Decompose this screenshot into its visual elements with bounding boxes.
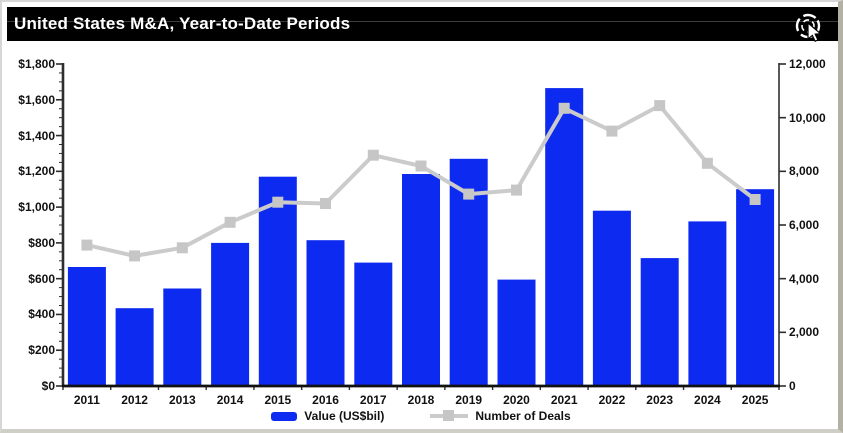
x-axis-year-label: 2012 — [121, 393, 148, 407]
x-axis-year-label: 2019 — [455, 393, 483, 407]
deals-legend-marker — [443, 410, 455, 421]
deals-marker-2021[interactable] — [558, 102, 570, 114]
deals-legend-line — [430, 410, 469, 421]
legend: Value (US$bil) Number of Deals — [63, 409, 779, 423]
y-right-tick-label: 12,000 — [789, 57, 826, 71]
y-left-tick-label: $0 — [41, 379, 55, 393]
value-legend-label: Value (US$bil) — [304, 409, 385, 423]
y-right-tick-label: 10,000 — [789, 110, 826, 125]
bar-2015[interactable] — [258, 176, 297, 386]
y-left-tick-label: $1,000 — [18, 200, 55, 215]
deals-marker-2020[interactable] — [511, 184, 522, 196]
deals-marker-2011[interactable] — [81, 239, 93, 251]
combo-chart: $0 $200 $400 $600 $800 $1,000 $1,200 $1,400 $1,6… — [2, 2, 838, 429]
page-title: United States M&A, Year-to-Date Periods — [14, 14, 351, 33]
y-right-tick-label: 0 — [789, 379, 796, 393]
y-left-tick-label: $1,800 — [18, 57, 55, 71]
bar-2017[interactable] — [354, 262, 393, 386]
x-axis-year-label: 2016 — [312, 393, 339, 407]
x-axis-year-label: 2021 — [550, 393, 578, 407]
bar-2016[interactable] — [306, 240, 345, 386]
bar-2022[interactable] — [592, 210, 631, 386]
y-left-tick-label: $400 — [28, 307, 55, 322]
x-axis-year-label: 2022 — [598, 393, 626, 407]
y-right-tick-label: 4,000 — [789, 271, 820, 286]
bar-2014[interactable] — [211, 242, 250, 386]
value-legend-swatch — [271, 411, 298, 421]
bar-2024[interactable] — [688, 221, 727, 386]
bar-2012[interactable] — [115, 308, 154, 386]
bar-2011[interactable] — [67, 267, 106, 386]
deals-marker-2019[interactable] — [463, 188, 475, 200]
x-axis-year-label: 2024 — [694, 393, 721, 407]
bar-2025[interactable] — [736, 189, 775, 386]
deals-marker-2023[interactable] — [654, 100, 666, 112]
deals-marker-2025[interactable] — [749, 194, 761, 205]
bar-2023[interactable] — [640, 258, 679, 386]
bar-2021[interactable] — [545, 88, 584, 386]
deals-marker-2018[interactable] — [415, 160, 427, 172]
legend-item-deals: Number of Deals — [430, 409, 571, 423]
x-axis-year-label: 2017 — [359, 393, 387, 407]
x-axis-year-label: 2020 — [503, 393, 530, 407]
deals-marker-2012[interactable] — [129, 250, 141, 262]
y-left-tick-label: $1,600 — [18, 92, 55, 107]
deals-marker-2024[interactable] — [701, 157, 713, 169]
x-axis-year-label: 2014 — [216, 393, 244, 407]
deals-marker-2022[interactable] — [606, 125, 618, 137]
bar-2013[interactable] — [163, 288, 202, 387]
bar-2020[interactable] — [497, 279, 536, 386]
y-right-tick-label: 2,000 — [789, 325, 820, 340]
interactive-click-icon[interactable] — [791, 9, 827, 50]
x-axis-year-label: 2018 — [407, 393, 435, 407]
x-axis-year-label: 2025 — [741, 393, 769, 407]
deals-marker-2013[interactable] — [176, 242, 188, 254]
bar-2018[interactable] — [402, 174, 440, 386]
x-axis-year-label: 2015 — [264, 393, 292, 407]
deals-marker-2014[interactable] — [224, 216, 236, 228]
y-right-tick-label: 6,000 — [789, 218, 820, 232]
deals-legend-label: Number of Deals — [475, 409, 571, 423]
y-left-tick-label: $1,400 — [18, 128, 55, 143]
plot-area — [56, 63, 786, 390]
y-left-tick-label: $200 — [28, 343, 55, 358]
x-axis-year-label: 2023 — [646, 393, 673, 407]
y-left-tick-label: $600 — [28, 271, 55, 286]
y-right-tick-label: 8,000 — [789, 164, 820, 179]
deals-marker-2015[interactable] — [272, 196, 284, 208]
x-axis-year-label: 2011 — [73, 393, 100, 407]
y-left-tick-label: $1,200 — [18, 164, 55, 179]
deals-marker-2017[interactable] — [367, 149, 379, 161]
chart-title-bar: United States M&A, Year-to-Date Periods — [7, 7, 838, 42]
legend-item-value: Value (US$bil) — [271, 409, 384, 423]
deals-marker-2016[interactable] — [320, 198, 331, 209]
x-axis-year-label: 2013 — [168, 393, 196, 407]
y-left-tick-label: $800 — [28, 235, 55, 250]
